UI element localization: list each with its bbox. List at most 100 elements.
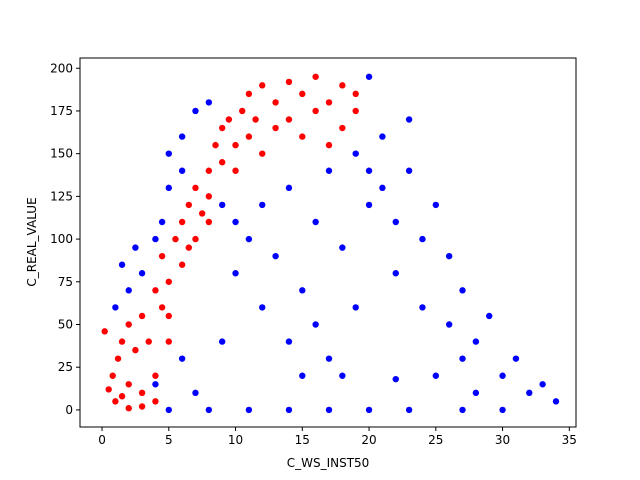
scatter-point: [552, 398, 560, 405]
scatter-point: [232, 141, 239, 149]
scatter-point: [178, 261, 186, 268]
scatter-point: [205, 218, 213, 226]
scatter-point: [118, 338, 126, 345]
y-tick-label: 175: [50, 104, 73, 118]
scatter-point: [245, 406, 253, 414]
scatter-point: [299, 90, 306, 98]
scatter-point: [459, 287, 466, 294]
scatter-point: [138, 403, 146, 410]
x-tick-label: 35: [562, 433, 577, 447]
scatter-point: [158, 304, 166, 311]
scatter-point: [138, 270, 146, 277]
scatter-point: [178, 218, 186, 226]
scatter-point: [165, 150, 172, 157]
scatter-point: [112, 398, 119, 405]
scatter-point: [112, 304, 119, 311]
scatter-point: [405, 167, 413, 174]
scatter-point: [339, 372, 346, 379]
scatter-point: [245, 90, 253, 98]
plot-frame: [79, 57, 577, 428]
scatter-point: [212, 141, 219, 149]
scatter-point: [285, 78, 293, 86]
scatter-point: [339, 244, 346, 251]
y-tick-label: 0: [65, 403, 73, 417]
scatter-point: [526, 389, 533, 397]
scatter-point: [325, 99, 333, 106]
scatter-point: [125, 381, 132, 388]
scatter-point: [132, 244, 139, 251]
y-tick-label: 100: [50, 232, 73, 246]
scatter-point: [118, 393, 126, 400]
scatter-point: [158, 252, 166, 260]
scatter-point: [392, 375, 399, 383]
scatter-point: [101, 328, 108, 335]
x-tick-label: 5: [165, 433, 173, 447]
scatter-point: [352, 107, 359, 115]
scatter-point: [232, 218, 239, 226]
scatter-point: [205, 193, 213, 200]
scatter-point: [365, 201, 373, 209]
scatter-point: [118, 261, 126, 268]
scatter-point: [125, 321, 132, 328]
scatter-point: [145, 338, 152, 345]
scatter-point: [325, 406, 333, 414]
scatter-point: [205, 99, 213, 106]
scatter-point: [192, 184, 199, 192]
y-tick-label: 25: [58, 360, 73, 374]
scatter-point: [299, 372, 306, 379]
y-tick-label: 150: [50, 147, 73, 161]
x-tick-label: 30: [495, 433, 510, 447]
scatter-point: [472, 389, 480, 397]
scatter-point: [138, 389, 146, 397]
scatter-point: [312, 218, 319, 226]
scatter-point: [339, 82, 346, 89]
x-tick-label: 15: [295, 433, 310, 447]
scatter-point: [152, 398, 159, 405]
scatter-point: [299, 287, 306, 294]
scatter-point: [405, 116, 413, 123]
scatter-point: [218, 338, 226, 345]
scatter-point: [192, 235, 199, 243]
scatter-point: [165, 184, 172, 192]
scatter-point: [272, 124, 279, 132]
scatter-point: [109, 372, 116, 379]
y-tick-label: 200: [50, 61, 73, 75]
scatter-point: [459, 406, 466, 414]
scatter-point: [218, 124, 226, 132]
scatter-point: [225, 116, 233, 123]
scatter-point: [419, 304, 426, 311]
scatter-point: [365, 73, 373, 80]
scatter-point: [132, 346, 139, 354]
scatter-point: [152, 372, 159, 379]
scatter-point: [325, 141, 333, 149]
scatter-point: [352, 150, 359, 157]
scatter-point: [125, 405, 132, 412]
scatter-point: [158, 218, 166, 226]
scatter-point: [178, 167, 186, 174]
scatter-point: [232, 270, 239, 277]
scatter-point: [239, 107, 246, 115]
scatter-point: [432, 201, 440, 209]
scatter-point: [379, 133, 386, 140]
scatter-point: [172, 235, 179, 243]
scatter-point: [285, 116, 293, 123]
scatter-point: [152, 287, 159, 294]
y-tick-label: 75: [58, 275, 73, 289]
x-tick-label: 20: [361, 433, 376, 447]
x-axis-label: C_WS_INST50: [287, 456, 370, 470]
scatter-point: [165, 312, 172, 320]
scatter-point: [472, 338, 480, 345]
scatter-point: [312, 321, 319, 328]
scatter-point: [245, 235, 253, 243]
scatter-point: [178, 133, 186, 140]
scatter-point: [299, 133, 306, 140]
scatter-point: [114, 355, 122, 362]
scatter-point: [312, 107, 319, 115]
y-tick-label: 125: [50, 189, 73, 203]
x-tick-label: 10: [228, 433, 243, 447]
scatter-point: [486, 312, 493, 320]
scatter-point: [419, 235, 426, 243]
scatter-point: [152, 381, 159, 388]
scatter-point: [392, 270, 399, 277]
